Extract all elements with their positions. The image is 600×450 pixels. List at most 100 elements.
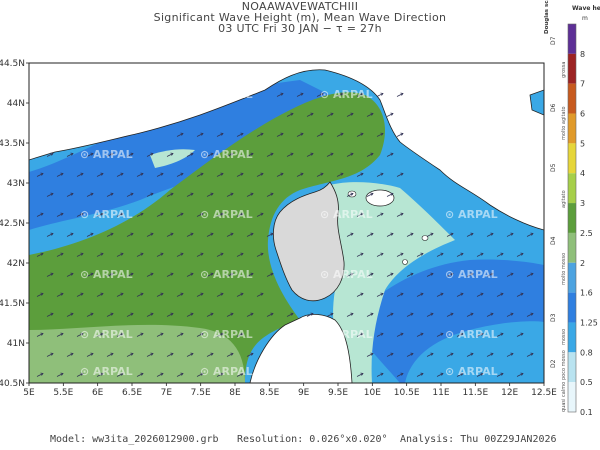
watermark-text: ⊙ ARPAL bbox=[445, 268, 498, 281]
legend-level-label: 0.1 bbox=[580, 408, 593, 417]
x-tick-label: 11.5E bbox=[462, 388, 488, 398]
x-tick-label: 7.5E bbox=[191, 388, 211, 398]
watermark-text: ⊙ ARPAL bbox=[200, 88, 253, 101]
y-tick-label: 41.5N bbox=[0, 299, 25, 309]
watermark-text: ⊙ ARPAL bbox=[320, 328, 373, 341]
sea-state-label: quasi calmo bbox=[561, 382, 567, 412]
elba-island bbox=[365, 189, 395, 207]
y-tick-label: 41N bbox=[7, 339, 25, 349]
legend-unit: m bbox=[582, 15, 588, 22]
mint-tuscan-shallows bbox=[330, 182, 455, 383]
legend-level-label: 2 bbox=[580, 259, 585, 268]
map-title: NOAAWAVEWATCHIII bbox=[241, 0, 359, 13]
x-axis-ticks: 5E 5.5E 6E 6.5E 7E 7.5E 8E 8.5E 9E 9.5E 10E 10.5E 11… bbox=[23, 383, 557, 398]
y-axis-ticks: 44.5N 44N 43.5N 43N 42.5N 42N 41.5N 41N 40.5N bbox=[0, 59, 29, 389]
sea-state-label: molto agitato bbox=[561, 106, 567, 140]
sea-state-label: mosso bbox=[561, 329, 567, 345]
legend-level-label: 6 bbox=[580, 110, 585, 119]
x-tick-label: 12E bbox=[501, 388, 518, 398]
y-tick-label: 42.5N bbox=[0, 219, 25, 229]
legend-color-swatch bbox=[568, 173, 576, 204]
legend-color-swatch bbox=[568, 322, 576, 353]
douglas-level-label: D3 bbox=[550, 313, 557, 322]
watermark-text: ⊙ ARPAL bbox=[320, 268, 373, 281]
x-tick-label: 9.5E bbox=[328, 388, 348, 398]
legend-color-swatch bbox=[568, 24, 576, 54]
light-green-west bbox=[29, 324, 245, 383]
legend-color-swatch bbox=[568, 143, 576, 174]
legend-level-label: 8 bbox=[580, 50, 585, 59]
x-tick-label: 8E bbox=[229, 388, 241, 398]
x-tick-label: 6.5E bbox=[122, 388, 142, 398]
douglas-level-label: D7 bbox=[550, 36, 557, 45]
sea-state-label: molto mosso bbox=[561, 253, 567, 285]
watermark-text: ⊙ ARPAL bbox=[80, 328, 133, 341]
x-tick-label: 6E bbox=[92, 388, 104, 398]
legend-color-swatch bbox=[568, 53, 576, 84]
legend-color-swatch bbox=[568, 113, 576, 144]
watermark-layer: ⊙ ARPAL ⊙ ARPAL ⊙ ARPAL ⊙ ARPAL ⊙ ARPAL ⊙ ARP… bbox=[80, 88, 498, 378]
douglas-level-label: D5 bbox=[550, 163, 557, 172]
legend-color-swatch bbox=[568, 83, 576, 114]
douglas-level-label: D2 bbox=[550, 359, 557, 368]
x-tick-label: 12.5E bbox=[531, 388, 557, 398]
model-info: Model: ww3ita_2026012900.grb bbox=[50, 434, 219, 445]
watermark-text: ⊙ ARPAL bbox=[445, 88, 498, 101]
light-blue-south-sea bbox=[405, 321, 544, 383]
douglas-level-label: D4 bbox=[550, 236, 557, 245]
watermark-text: ⊙ ARPAL bbox=[80, 208, 133, 221]
wave-height-legend: 8 7 6 5 4 3 2.5 2 1.6 1.25 0.8 0.5 0.1 Wave height m Do… bbox=[544, 0, 600, 417]
corsica-island bbox=[272, 181, 345, 302]
watermark-text: ⊙ ARPAL bbox=[200, 148, 253, 161]
watermark-text: ⊙ ARPAL bbox=[200, 365, 253, 378]
legend-color-swatch bbox=[568, 203, 576, 233]
giglio-island bbox=[421, 235, 429, 241]
watermark-text: ⊙ ARPAL bbox=[200, 328, 253, 341]
legend-color-swatch bbox=[568, 232, 576, 263]
x-tick-label: 7E bbox=[161, 388, 173, 398]
watermark-text: ⊙ ARPAL bbox=[80, 148, 133, 161]
legend-level-label: 7 bbox=[580, 80, 585, 89]
x-tick-label: 11E bbox=[432, 388, 449, 398]
x-tick-label: 9E bbox=[298, 388, 310, 398]
x-tick-label: 8.5E bbox=[259, 388, 279, 398]
analysis-info: Analysis: Thu 00Z29JAN2026 bbox=[400, 434, 557, 445]
sea-state-label: grossa bbox=[561, 62, 567, 78]
y-tick-label: 40.5N bbox=[0, 379, 25, 389]
x-tick-label: 10E bbox=[364, 388, 381, 398]
legend-level-label: 5 bbox=[580, 139, 585, 148]
legend-color-swatch bbox=[568, 262, 576, 293]
mint-ligurian-edge bbox=[150, 149, 195, 168]
y-tick-label: 44N bbox=[7, 99, 25, 109]
watermark-text: ⊙ ARPAL bbox=[445, 208, 498, 221]
legend-title: Wave height bbox=[572, 5, 600, 12]
douglas-scale-title: Douglas scale bbox=[544, 0, 550, 34]
douglas-level-label: D6 bbox=[550, 103, 557, 112]
y-tick-label: 44.5N bbox=[0, 59, 25, 69]
legend-level-label: 1.25 bbox=[580, 318, 598, 327]
mainland-north bbox=[29, 63, 544, 231]
x-tick-label: 5.5E bbox=[53, 388, 73, 398]
legend-level-label: 4 bbox=[580, 169, 585, 178]
legend-color-swatch bbox=[568, 352, 576, 383]
legend-level-label: 1.6 bbox=[580, 289, 593, 298]
legend-level-label: 3 bbox=[580, 199, 585, 208]
watermark-text: ⊙ ARPAL bbox=[445, 365, 498, 378]
watermark-text: ⊙ ARPAL bbox=[80, 365, 133, 378]
legend-level-label: 2.5 bbox=[580, 229, 593, 238]
y-tick-label: 43.5N bbox=[0, 139, 25, 149]
watermark-text: ⊙ ARPAL bbox=[320, 88, 373, 101]
wave-direction-arrows bbox=[36, 92, 534, 377]
watermark-text: ⊙ ARPAL bbox=[80, 268, 133, 281]
x-tick-label: 10.5E bbox=[394, 388, 420, 398]
map-time: 03 UTC Fri 30 JAN − τ = 27h bbox=[218, 22, 382, 35]
watermark-text: ⊙ ARPAL bbox=[320, 208, 373, 221]
map-subtitle: Significant Wave Height (m), Mean Wave D… bbox=[153, 11, 447, 24]
watermark-text: ⊙ ARPAL bbox=[445, 148, 498, 161]
legend-color-swatch bbox=[568, 382, 576, 412]
y-tick-label: 43N bbox=[7, 179, 25, 189]
x-tick-label: 5E bbox=[23, 388, 35, 398]
legend-level-label: 0.5 bbox=[580, 378, 593, 387]
montecristo-island bbox=[402, 259, 408, 265]
